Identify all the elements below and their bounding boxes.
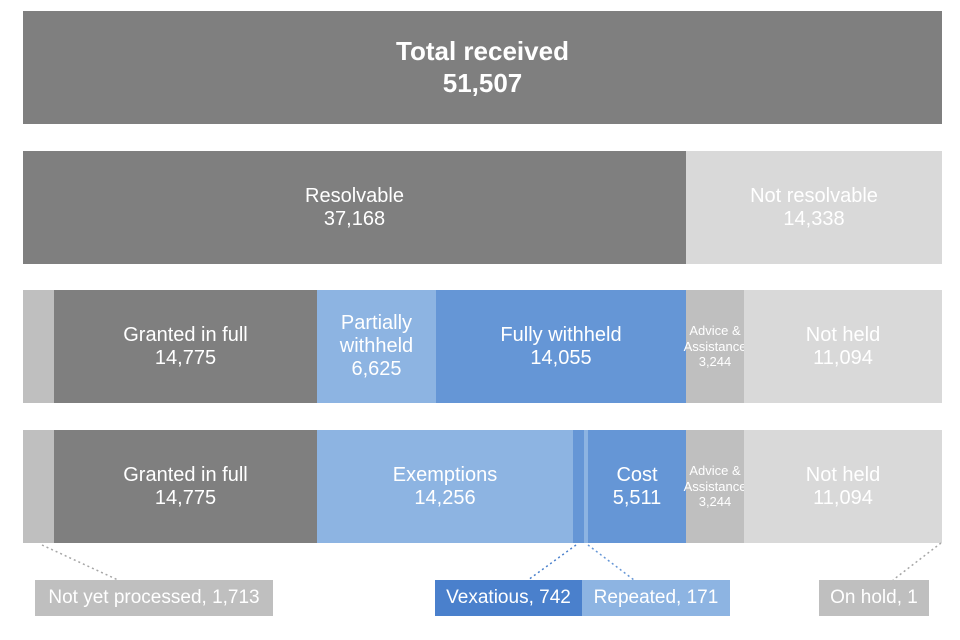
advice-value: 3,244 [698, 354, 732, 370]
not-resolvable-value: 14,338 [783, 207, 845, 230]
repeated-segment [584, 430, 588, 543]
repeated-callout: Repeated, 171 [582, 580, 730, 616]
total-received-block: Total received 51,507 [23, 11, 942, 124]
fully-withheld-label: Fully withheld [500, 323, 622, 346]
not-held-value: 11,094 [813, 486, 873, 509]
resolvable-value: 37,168 [323, 207, 386, 230]
advice-label-line1: Advice & [689, 323, 741, 339]
exemptions-label: Exemptions [392, 463, 498, 486]
advice-value: 3,244 [698, 494, 732, 510]
connector-on-hold [892, 542, 942, 581]
not-held-label: Not held [805, 323, 881, 346]
fully-withheld-block: Fully withheld 14,055 [436, 290, 686, 403]
repeated-text: Repeated, 171 [593, 587, 719, 608]
advice-label-line2: Assistance [683, 478, 747, 494]
connector-not-processed [41, 544, 119, 581]
on-hold-text: On hold, 1 [830, 587, 918, 608]
fully-withheld-value: 14,055 [530, 346, 592, 369]
on-hold-callout: On hold, 1 [819, 580, 929, 616]
cost-value: 5,511 [612, 486, 662, 509]
cost-block: Cost 5,511 [588, 430, 686, 543]
resolvable-label: Resolvable [305, 184, 404, 207]
not-processed-segment-row4 [23, 430, 54, 543]
partially-label-line2: withheld [339, 335, 414, 357]
not-resolvable-label: Not resolvable [750, 184, 878, 207]
cost-label: Cost [616, 463, 658, 486]
advice-label-line1: Advice & [689, 463, 741, 479]
not-held-block-row4: Not held 11,094 [744, 430, 942, 543]
not-processed-text: Not yet processed, 1,713 [48, 587, 260, 608]
not-held-block-row3: Not held 11,094 [744, 290, 942, 403]
granted-value: 14,775 [154, 486, 217, 509]
vexatious-text: Vexatious, 742 [446, 587, 571, 608]
exemptions-value: 14,256 [414, 486, 476, 509]
exemptions-block: Exemptions 14,256 [317, 430, 573, 543]
partially-value: 6,625 [351, 358, 402, 380]
not-held-value: 11,094 [813, 346, 873, 369]
granted-in-full-block-row3: Granted in full 14,775 [54, 290, 317, 403]
total-received-value: 51,507 [442, 67, 523, 98]
partially-label-line1: Partially [340, 312, 413, 334]
connector-vexatious [527, 544, 577, 581]
resolvable-block: Resolvable 37,168 [23, 151, 686, 264]
vexatious-segment [573, 430, 584, 543]
advice-assistance-block-row3: Advice & Assistance 3,244 [683, 290, 747, 403]
not-held-label: Not held [805, 463, 881, 486]
total-received-label: Total received [396, 36, 569, 67]
not-processed-segment-row3 [23, 290, 54, 403]
granted-label: Granted in full [123, 463, 248, 486]
granted-in-full-block-row4: Granted in full 14,775 [54, 430, 317, 543]
not-resolvable-block: Not resolvable 14,338 [686, 151, 942, 264]
not-processed-callout: Not yet processed, 1,713 [35, 580, 273, 616]
granted-value: 14,775 [154, 346, 217, 369]
advice-assistance-block-row4: Advice & Assistance 3,244 [683, 430, 747, 543]
connector-repeated [587, 544, 635, 581]
vexatious-callout: Vexatious, 742 [435, 580, 582, 616]
partially-withheld-block: Partially withheld 6,625 [317, 290, 436, 403]
advice-label-line2: Assistance [683, 338, 747, 354]
granted-label: Granted in full [123, 323, 248, 346]
